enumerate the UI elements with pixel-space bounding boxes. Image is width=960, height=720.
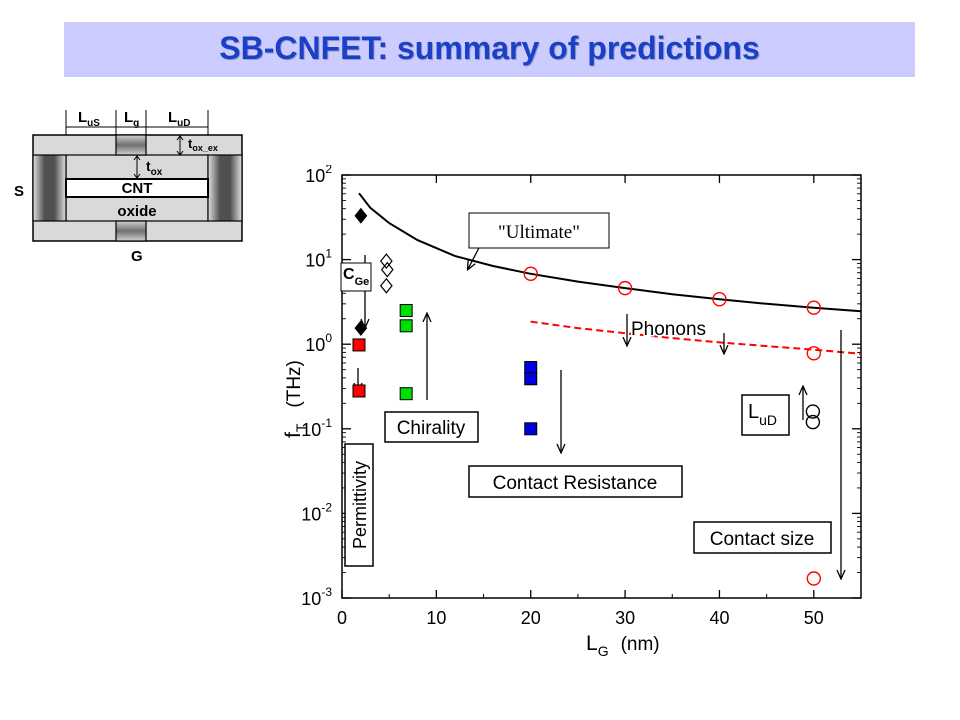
square-marker (399, 304, 413, 318)
svg-text:fT(THz): fT(THz) (282, 360, 309, 438)
chirality-label: Chirality (397, 418, 466, 439)
y-axis-title: fT(THz) (282, 360, 309, 438)
lg-label: Lg (124, 109, 139, 129)
y-tick-label: 101 (305, 247, 332, 271)
square-marker (524, 422, 538, 436)
tox-label: tox (146, 158, 163, 178)
tox-arrowheads (133, 155, 141, 179)
x-tick-label: 40 (709, 608, 729, 628)
circle-marker (806, 346, 822, 361)
y-tick-label: 10-2 (301, 500, 332, 524)
permittivity-box (344, 443, 374, 567)
diamond-marker (379, 277, 393, 294)
lud-box (741, 394, 790, 436)
contact-resistance-box (468, 465, 683, 498)
circle-marker (805, 414, 821, 430)
square-marker (524, 372, 538, 386)
source-contact (32, 154, 67, 222)
circle-marker (712, 292, 727, 307)
square-marker (399, 387, 413, 401)
bottom-gate (115, 220, 147, 242)
phonons-label: Phonons (631, 319, 706, 340)
markers (352, 207, 822, 586)
cge-box (340, 262, 372, 292)
y-tick-label: 100 (305, 331, 332, 355)
contact-size-box (693, 521, 832, 554)
square-marker (399, 319, 413, 333)
diamond-marker (379, 253, 393, 270)
lud-label: LuD (168, 109, 191, 129)
circle-marker (806, 300, 822, 315)
square-marker (352, 384, 366, 398)
title-bar: SB-CNFET: summary of predictions (64, 22, 915, 77)
ultimate-curve (358, 192, 862, 313)
y-tick-label: 10-1 (301, 416, 332, 440)
lus-label: LuS (78, 109, 100, 129)
curves (358, 192, 862, 355)
x-tick-label: 50 (804, 608, 824, 628)
diamond-marker (380, 261, 394, 278)
contact-size-label: Contact size (710, 529, 815, 550)
annotations: "Ultimate" CGe Chirality Phonons Contact… (340, 212, 832, 567)
drain-contact (207, 154, 243, 222)
lud-annotation-label: LuD (748, 401, 777, 428)
y-tick-label: 10-3 (301, 585, 332, 609)
top-gate (115, 134, 147, 156)
tox-ex-arrowheads (176, 135, 184, 156)
slide-title: SB-CNFET: summary of predictions (219, 30, 760, 66)
ultimate-box (468, 212, 610, 249)
x-tick-label: 20 (521, 608, 541, 628)
axes: 0 10 20 30 40 50 102 101 100 10-1 10-2 10-3 (301, 165, 861, 628)
ft-vs-lg-chart: 0 10 20 30 40 50 102 101 100 10-1 10-2 10-3 "Ultima… (282, 165, 862, 659)
permittivity-label: Permittivity (350, 461, 370, 549)
x-tick-label: 30 (615, 608, 635, 628)
x-tick-label: 0 (337, 608, 347, 628)
phonon-curve (530, 320, 862, 355)
contact-resistance-label: Contact Resistance (493, 473, 658, 494)
x-tick-label: 10 (426, 608, 446, 628)
circle-marker (805, 404, 821, 419)
diamond-marker (354, 320, 368, 337)
circle-marker (806, 571, 822, 586)
circle-marker (523, 266, 538, 281)
square-marker (524, 361, 538, 375)
cnt-label: CNT (122, 180, 153, 197)
circle-marker (617, 280, 633, 296)
x-axis-title: LG (nm) (586, 632, 660, 659)
device-schematic: CNT oxide LuS Lg LuD tox_ex tox S G (14, 109, 243, 265)
cnt-channel (65, 178, 209, 198)
square-marker (352, 338, 366, 352)
chirality-box (384, 411, 479, 443)
cge-label: CGe (343, 266, 369, 288)
diamond-marker (354, 207, 368, 224)
source-label: S (14, 183, 24, 200)
y-tick-label: 102 (305, 165, 332, 186)
oxide-label: oxide (117, 203, 156, 220)
ultimate-label: "Ultimate" (498, 222, 580, 243)
gate-label: G (131, 248, 143, 265)
tox-ex-label: tox_ex (188, 136, 218, 153)
